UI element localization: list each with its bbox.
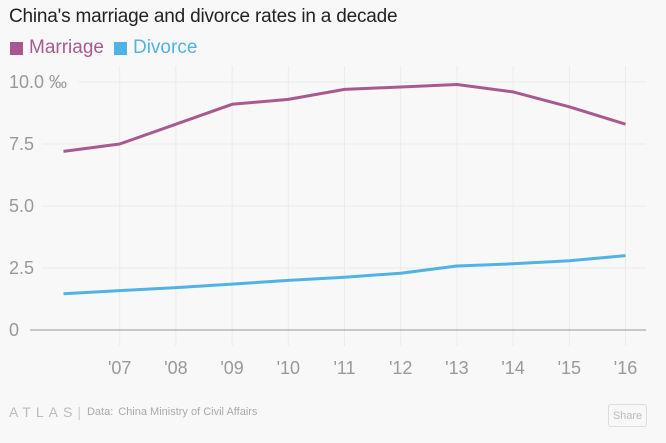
y-tick-label: 10.0 ‰ (9, 72, 67, 92)
legend-label-divorce: Divorce (132, 37, 198, 58)
x-tick-label: '10 (277, 358, 300, 378)
x-tick-label: '09 (220, 358, 243, 378)
line-chart: 0 2.5 5.0 7.5 10.0 ‰ '07 '08 '09 '10 '11 '12 '13 '1… (9, 66, 646, 378)
footer: ATLAS | Data: China Ministry of Civil Af… (9, 404, 257, 420)
legend-label-marriage: Marriage (29, 37, 104, 58)
atlas-logo: ATLAS (9, 404, 78, 420)
series-line-divorce (63, 254, 626, 296)
x-tick-label: '14 (501, 358, 524, 378)
x-tick-label: '11 (333, 358, 355, 378)
x-tick-label: '12 (389, 358, 412, 378)
chart-title: China's marriage and divorce rates in a … (9, 6, 398, 27)
x-tick-label: '16 (614, 358, 637, 378)
x-tick-label: '07 (108, 358, 131, 378)
horizontal-gridlines (30, 81, 646, 331)
x-tick-label: '08 (164, 358, 187, 378)
y-tick-label: 7.5 (9, 134, 34, 154)
x-tick-label: '15 (558, 358, 581, 378)
series-lines (63, 83, 626, 296)
source-label: Data: (86, 406, 114, 418)
legend-swatch-divorce (113, 41, 127, 55)
legend: Marriage Divorce (10, 37, 197, 59)
y-tick-label: 2.5 (9, 258, 34, 278)
x-tick-label: '13 (445, 358, 468, 378)
y-tick-label: 0 (9, 320, 19, 340)
y-axis-tick-labels: 0 2.5 5.0 7.5 10.0 ‰ (9, 72, 67, 340)
series-line-marriage (63, 83, 626, 153)
share-button[interactable]: Share (608, 404, 647, 427)
source-text: China Ministry of Civil Affairs (118, 406, 258, 418)
legend-item-divorce: Divorce (113, 37, 198, 59)
x-axis-tick-labels: '07 '08 '09 '10 '11 '12 '13 '14 '15 '16 (108, 358, 637, 378)
y-tick-label: 5.0 (9, 196, 34, 216)
legend-swatch-marriage (10, 41, 23, 55)
legend-item-marriage: Marriage (10, 37, 104, 59)
footer-separator: | (77, 404, 81, 420)
